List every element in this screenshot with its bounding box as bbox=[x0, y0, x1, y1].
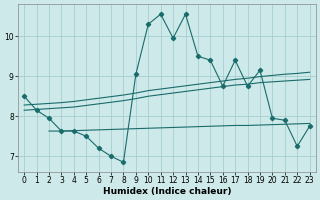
X-axis label: Humidex (Indice chaleur): Humidex (Indice chaleur) bbox=[103, 187, 231, 196]
